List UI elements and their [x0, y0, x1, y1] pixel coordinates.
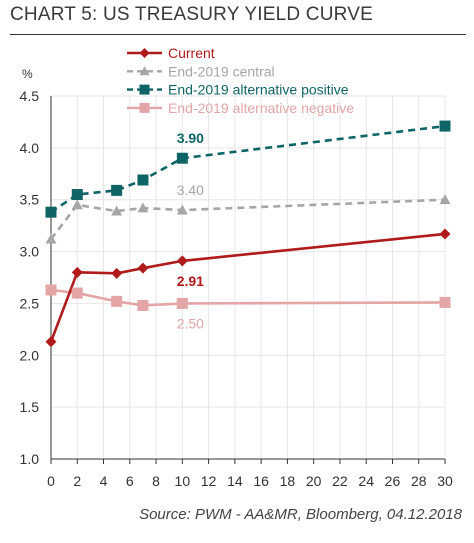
legend: Current End-2019 central End-2019 alternat…: [127, 45, 354, 116]
y-tick-label: 4.5: [20, 88, 40, 104]
data-point-s3: [439, 296, 451, 308]
data-point-s1: [45, 233, 57, 244]
data-point-s3: [176, 297, 188, 309]
data-label: 3.90: [177, 130, 204, 146]
x-tick-label: 24: [358, 473, 374, 489]
data-point-s0: [137, 262, 149, 274]
x-tick-labels: 0 2 4 6 8 10 12 14 16 18 20 22 24 26 28 30: [47, 473, 453, 489]
legend-label: Current: [168, 45, 215, 61]
y-tick-label: 1.5: [20, 399, 40, 415]
x-tick-label: 16: [253, 473, 269, 489]
y-tick-label: 4.0: [20, 140, 40, 156]
data-point-s1: [71, 199, 83, 210]
data-point-s1: [176, 204, 188, 215]
data-point-s0: [439, 228, 451, 240]
series-line-1: [49, 198, 446, 240]
series-line-0: [49, 232, 446, 343]
legend-swatch-marker: [139, 48, 150, 58]
y-tick-label: 1.0: [20, 451, 40, 467]
x-tick-label: 18: [280, 473, 296, 489]
x-tick-label: 14: [227, 473, 243, 489]
y-tick-label: 2.5: [20, 295, 40, 311]
y-tick-labels: 1.0 1.5 2.0 2.5 3.0 3.5 4.0 4.5: [20, 88, 40, 467]
data-point-s1: [137, 202, 149, 213]
series-lines: [49, 124, 446, 343]
source-note: Source: PWM - AA&MR, Bloomberg, 04.12.20…: [139, 506, 462, 523]
x-tick-label: 10: [175, 473, 191, 489]
legend-label: End-2019 alternative negative: [168, 100, 354, 116]
data-point-s3: [137, 300, 149, 312]
legend-label: End-2019 central: [168, 63, 275, 79]
x-tick-label: 22: [332, 473, 348, 489]
data-point-s0: [111, 267, 123, 279]
data-point-s1: [111, 205, 123, 216]
y-tick-label: 2.0: [20, 347, 40, 363]
y-tick-label: 3.0: [20, 244, 40, 260]
axes: [50, 96, 446, 464]
chart-title: CHART 5: US TREASURY YIELD CURVE: [10, 4, 373, 25]
title-underline: [10, 34, 466, 35]
legend-swatch-marker: [139, 102, 150, 113]
data-point-s3: [71, 287, 83, 299]
x-tick-label: 8: [152, 473, 160, 489]
data-point-s3: [45, 284, 57, 296]
data-point-s0: [71, 266, 83, 278]
data-point-s2: [439, 120, 451, 132]
series-markers: [45, 120, 451, 348]
x-tick-label: 6: [126, 473, 134, 489]
data-annotations: 3.90 3.40 2.91 2.50: [177, 130, 204, 331]
legend-swatch-marker: [139, 66, 150, 76]
data-point-s2: [71, 189, 83, 201]
data-point-s0: [45, 336, 57, 348]
data-label: 3.40: [177, 182, 204, 198]
y-unit-label: %: [22, 67, 33, 81]
x-tick-label: 0: [47, 473, 55, 489]
x-tick-label: 26: [385, 473, 401, 489]
data-label: 2.91: [177, 273, 204, 289]
data-point-s2: [176, 152, 188, 164]
x-tick-label: 20: [306, 473, 322, 489]
data-point-s2: [45, 206, 57, 218]
x-tick-label: 12: [201, 473, 217, 489]
y-tick-label: 3.5: [20, 192, 40, 208]
data-point-s3: [111, 295, 123, 307]
x-tick-label: 28: [411, 473, 427, 489]
legend-swatch-marker: [139, 84, 150, 95]
data-point-s1: [439, 194, 451, 205]
x-tick-label: 30: [437, 473, 453, 489]
data-point-s2: [137, 174, 149, 186]
legend-label: End-2019 alternative positive: [168, 82, 349, 98]
x-tick-label: 4: [100, 473, 108, 489]
data-point-s2: [111, 184, 123, 196]
data-point-s0: [176, 255, 188, 267]
data-label: 2.50: [177, 315, 204, 331]
x-tick-label: 2: [73, 473, 81, 489]
